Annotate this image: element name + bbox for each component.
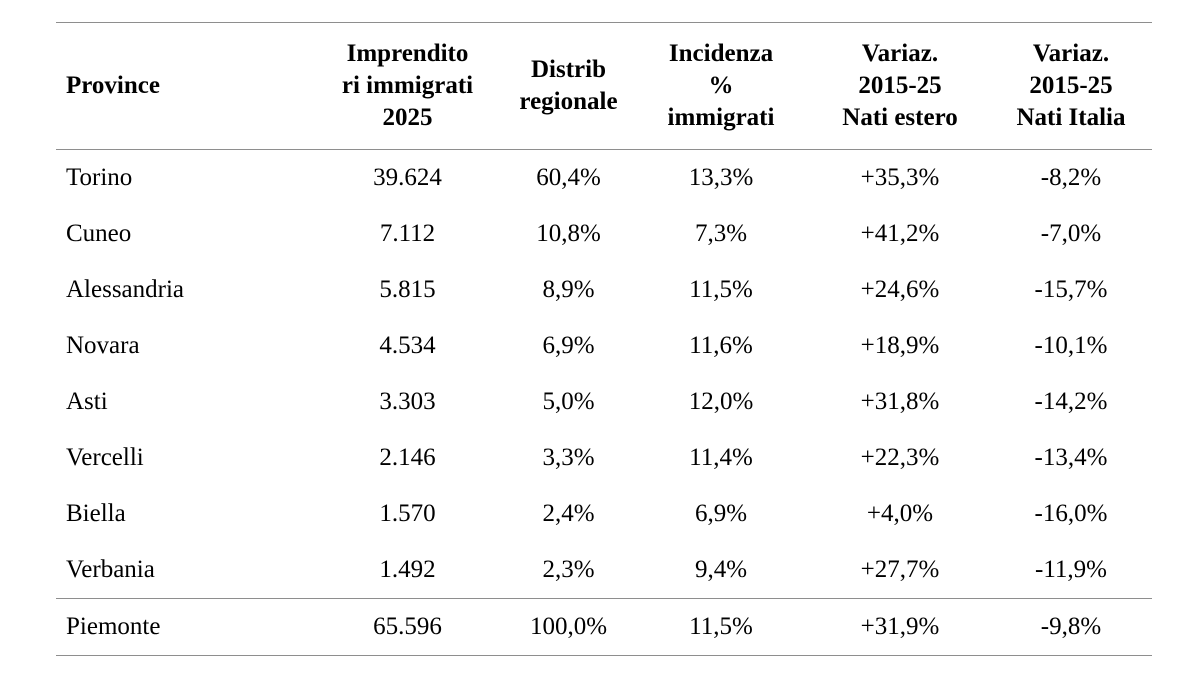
- column-header-2: Distrib regionale: [505, 22, 632, 150]
- value-cell: 7.112: [379, 220, 436, 247]
- value-cell: -11,9%: [1035, 556, 1107, 583]
- value-cell: 11,6%: [689, 332, 753, 359]
- value-cell: 1.570: [379, 500, 436, 527]
- value-cell: 1.492: [379, 556, 436, 583]
- value-cell: +18,9%: [860, 332, 940, 359]
- value-cell: 9,4%: [694, 556, 748, 583]
- table-row: Torino 39.624 60,4% 13,3% +35,3% -8,2%: [56, 150, 1152, 207]
- table-row: Cuneo 7.112 10,8% 7,3% +41,2% -7,0%: [56, 206, 1152, 262]
- value-cell: -7,0%: [1040, 220, 1102, 247]
- column-header-0: Province: [56, 22, 310, 150]
- value-cell: 5.815: [379, 276, 436, 303]
- value-cell: 4.534: [379, 332, 436, 359]
- province-cell: Piemonte: [56, 598, 310, 656]
- value-cell: -8,2%: [1040, 164, 1102, 191]
- value-cell: 7,3%: [694, 220, 748, 247]
- value-cell: 10,8%: [536, 220, 601, 247]
- table-row: Verbania 1.492 2,3% 9,4% +27,7% -11,9%: [56, 542, 1152, 599]
- header-row: Province Imprendito ri immigrati 2025 Dist…: [56, 22, 1152, 150]
- value-cell: 100,0%: [505, 598, 632, 656]
- value-cell: 2.146: [379, 444, 436, 471]
- column-header-1: Imprendito ri immigrati 2025: [310, 22, 505, 150]
- value-cell: +35,3%: [860, 164, 940, 191]
- value-cell: -14,2%: [1034, 388, 1108, 415]
- value-cell: 11,5%: [632, 598, 810, 656]
- value-cell: +27,7%: [860, 556, 940, 583]
- column-header-4: Variaz. 2015-25 Nati estero: [810, 22, 990, 150]
- table-row: Asti 3.303 5,0% 12,0% +31,8% -14,2%: [56, 374, 1152, 430]
- provinces-table: Province Imprendito ri immigrati 2025 Dist…: [56, 22, 1152, 656]
- table-row: Alessandria 5.815 8,9% 11,5% +24,6% -15,7%: [56, 262, 1152, 318]
- value-cell: 3,3%: [542, 444, 595, 471]
- value-cell: +41,2%: [860, 220, 940, 247]
- value-cell: 60,4%: [536, 164, 601, 191]
- value-cell: 11,5%: [689, 276, 753, 303]
- column-header-3: Incidenza % immigrati: [632, 22, 810, 150]
- value-cell: 13,3%: [688, 164, 754, 191]
- provinces-table-container: Province Imprendito ri immigrati 2025 Dist…: [56, 22, 1152, 656]
- column-header-5: Variaz. 2015-25 Nati Italia: [990, 22, 1152, 150]
- value-cell: +31,8%: [860, 388, 940, 415]
- total-row: Piemonte 65.596 100,0% 11,5% +31,9% -9,8%: [56, 598, 1152, 656]
- value-cell: -9,8%: [990, 598, 1152, 656]
- value-cell: 2,3%: [542, 556, 595, 583]
- table-row: Vercelli 2.146 3,3% 11,4% +22,3% -13,4%: [56, 430, 1152, 486]
- province-cell: Asti: [66, 388, 108, 415]
- table-row: Biella 1.570 2,4% 6,9% +4,0% -16,0%: [56, 486, 1152, 542]
- value-cell: 2,4%: [542, 500, 595, 527]
- province-cell: Novara: [66, 332, 140, 359]
- value-cell: -15,7%: [1034, 276, 1108, 303]
- value-cell: +31,9%: [810, 598, 990, 656]
- value-cell: 11,4%: [689, 444, 753, 471]
- value-cell: 5,0%: [542, 388, 595, 415]
- table-row: Novara 4.534 6,9% 11,6% +18,9% -10,1%: [56, 318, 1152, 374]
- value-cell: +22,3%: [860, 444, 940, 471]
- value-cell: -10,1%: [1034, 332, 1108, 359]
- province-cell: Cuneo: [66, 220, 132, 247]
- table-header: Province Imprendito ri immigrati 2025 Dist…: [56, 22, 1152, 150]
- table-body: Torino 39.624 60,4% 13,3% +35,3% -8,2% Cuneo 7.…: [56, 150, 1152, 656]
- value-cell: 12,0%: [688, 388, 754, 415]
- value-cell: 6,9%: [542, 332, 595, 359]
- value-cell: -13,4%: [1034, 444, 1108, 471]
- province-cell: Vercelli: [66, 444, 144, 471]
- province-cell: Verbania: [66, 556, 155, 583]
- value-cell: +24,6%: [860, 276, 940, 303]
- value-cell: 39.624: [373, 164, 442, 191]
- province-cell: Biella: [66, 500, 126, 527]
- province-cell: Torino: [66, 164, 133, 191]
- value-cell: +4,0%: [866, 500, 934, 527]
- province-cell: Alessandria: [66, 276, 185, 303]
- value-cell: 3.303: [379, 388, 436, 415]
- value-cell: 65.596: [310, 598, 505, 656]
- value-cell: 6,9%: [694, 500, 748, 527]
- value-cell: 8,9%: [542, 276, 595, 303]
- value-cell: -16,0%: [1034, 500, 1108, 527]
